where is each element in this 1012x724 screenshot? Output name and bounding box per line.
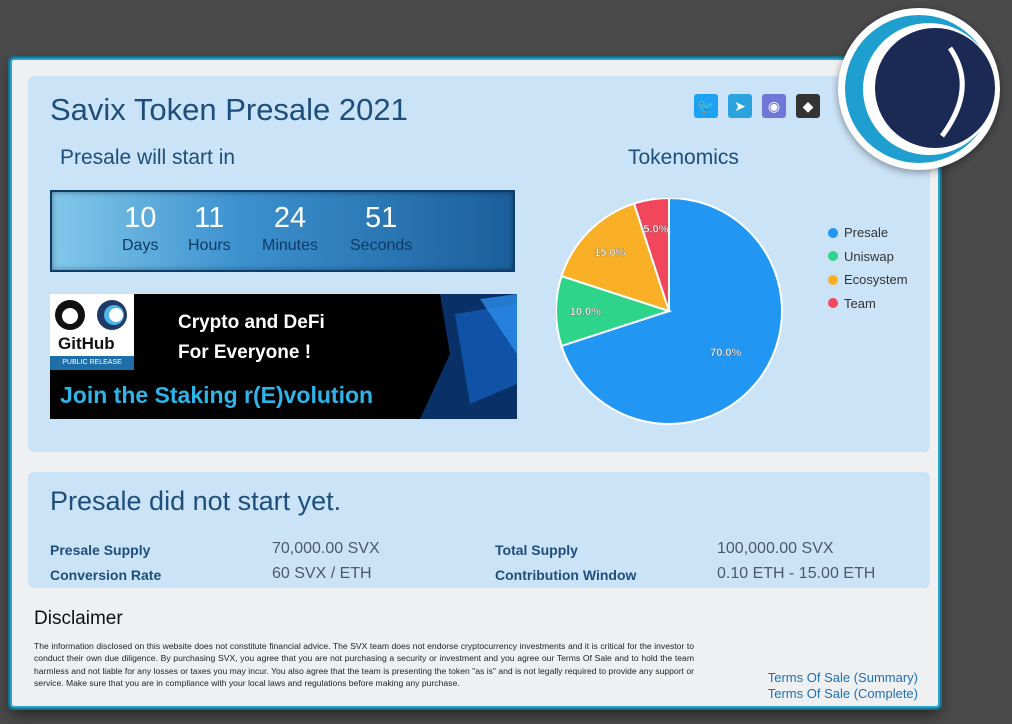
legend-label-ecosystem: Ecosystem xyxy=(844,272,908,288)
countdown-hours: 11 Hours xyxy=(188,200,231,256)
legend-label-presale: Presale xyxy=(844,225,889,241)
countdown-minutes: 24 Minutes xyxy=(262,200,318,256)
legend-dot-team xyxy=(828,298,838,309)
legend-dot-presale xyxy=(828,227,838,238)
conversion-rate-label: Conversion Rate xyxy=(50,567,162,583)
countdown-heading: Presale will start in xyxy=(60,146,236,169)
countdown-hours-value: 11 xyxy=(194,202,225,234)
pie-label-ecosystem: 15.0% xyxy=(594,247,625,259)
contribution-window-value: 0.10 ETH - 15.00 ETH xyxy=(717,565,876,582)
terms-summary-link[interactable]: Terms Of Sale (Summary) xyxy=(767,670,918,685)
legend-item-ecosystem[interactable]: Ecosystem xyxy=(828,268,908,292)
savix-logo xyxy=(838,8,1000,170)
github-icon[interactable]: ◆ xyxy=(796,94,820,118)
github-badge: GitHub PUBLIC RELEASE xyxy=(50,294,134,370)
presale-panel: Savix Token Presale 2021 🐦 ➤ ◉ ◆ Presale… xyxy=(28,76,930,452)
countdown-minutes-label: Minutes xyxy=(262,237,319,254)
pie-slice-team[interactable] xyxy=(632,198,670,312)
presale-card: Savix Token Presale 2021 🐦 ➤ ◉ ◆ Presale… xyxy=(10,58,940,708)
telegram-icon[interactable]: ➤ xyxy=(728,94,752,118)
presale-supply-value: 70,000.00 SVX xyxy=(272,540,380,557)
countdown-days: 10 Days xyxy=(122,200,158,256)
disclaimer-text: The information disclosed on this websit… xyxy=(34,641,694,689)
conversion-rate-value: 60 SVX / ETH xyxy=(272,565,372,582)
banner-line-2: For Everyone ! xyxy=(178,342,312,363)
countdown-seconds-value: 51 xyxy=(365,202,398,234)
countdown-seconds-label: Seconds xyxy=(350,237,413,254)
legend-dot-ecosystem xyxy=(828,274,838,285)
legend-label-uniswap: Uniswap xyxy=(844,248,894,264)
banner-background xyxy=(420,294,517,419)
status-panel: Presale did not start yet. Presale Suppl… xyxy=(28,472,930,588)
countdown-timer: 10 Days 11 Hours 24 Minutes 51 Seconds xyxy=(50,190,515,272)
savix-logo-icon xyxy=(845,15,995,163)
status-title: Presale did not start yet. xyxy=(50,486,342,516)
countdown-days-value: 10 xyxy=(124,202,157,234)
countdown-seconds: 51 Seconds xyxy=(350,200,412,256)
pie-label-team: 5.0% xyxy=(643,223,668,235)
legend-item-presale[interactable]: Presale xyxy=(828,221,908,245)
legend-label-team: Team xyxy=(844,295,876,311)
terms-links: Terms Of Sale (Summary) Terms Of Sale (C… xyxy=(768,670,918,702)
disclaimer-title: Disclaimer xyxy=(34,608,123,629)
discord-icon[interactable]: ◉ xyxy=(762,94,786,118)
chart-legend: Presale Uniswap Ecosystem Team xyxy=(828,221,908,315)
banner-line-1: Crypto and DeFi xyxy=(178,312,325,333)
total-supply-value: 100,000.00 SVX xyxy=(717,540,834,557)
banner-line-3: Join the Staking r(E)volution xyxy=(60,382,374,408)
legend-item-uniswap[interactable]: Uniswap xyxy=(828,245,908,269)
countdown-hours-label: Hours xyxy=(188,237,231,254)
pie-label-presale: 70.0% xyxy=(710,347,741,359)
tokenomics-heading: Tokenomics xyxy=(628,146,739,169)
github-release-tag: PUBLIC RELEASE xyxy=(50,356,134,370)
legend-item-team[interactable]: Team xyxy=(828,292,908,316)
presale-supply-label: Presale Supply xyxy=(50,542,151,558)
promo-banner[interactable]: GitHub PUBLIC RELEASE Crypto and DeFi Fo… xyxy=(50,294,517,419)
countdown-minutes-value: 24 xyxy=(273,202,307,234)
twitter-icon[interactable]: 🐦 xyxy=(694,94,718,118)
contribution-window-label: Contribution Window xyxy=(495,567,637,583)
pie-slice-uniswap[interactable] xyxy=(556,274,673,348)
countdown-days-label: Days xyxy=(122,237,159,254)
page-title: Savix Token Presale 2021 xyxy=(50,92,408,127)
tokenomics-pie-chart: 70.0% 10.0% 15.0% 5.0% xyxy=(556,198,783,425)
social-links: 🐦 ➤ ◉ ◆ xyxy=(694,94,820,118)
pie-label-uniswap: 10.0% xyxy=(570,306,601,318)
github-octocat-icon xyxy=(55,300,127,330)
total-supply-label: Total Supply xyxy=(495,542,578,558)
terms-complete-link[interactable]: Terms Of Sale (Complete) xyxy=(767,686,918,701)
legend-dot-uniswap xyxy=(828,251,838,262)
github-word: GitHub xyxy=(58,334,115,353)
